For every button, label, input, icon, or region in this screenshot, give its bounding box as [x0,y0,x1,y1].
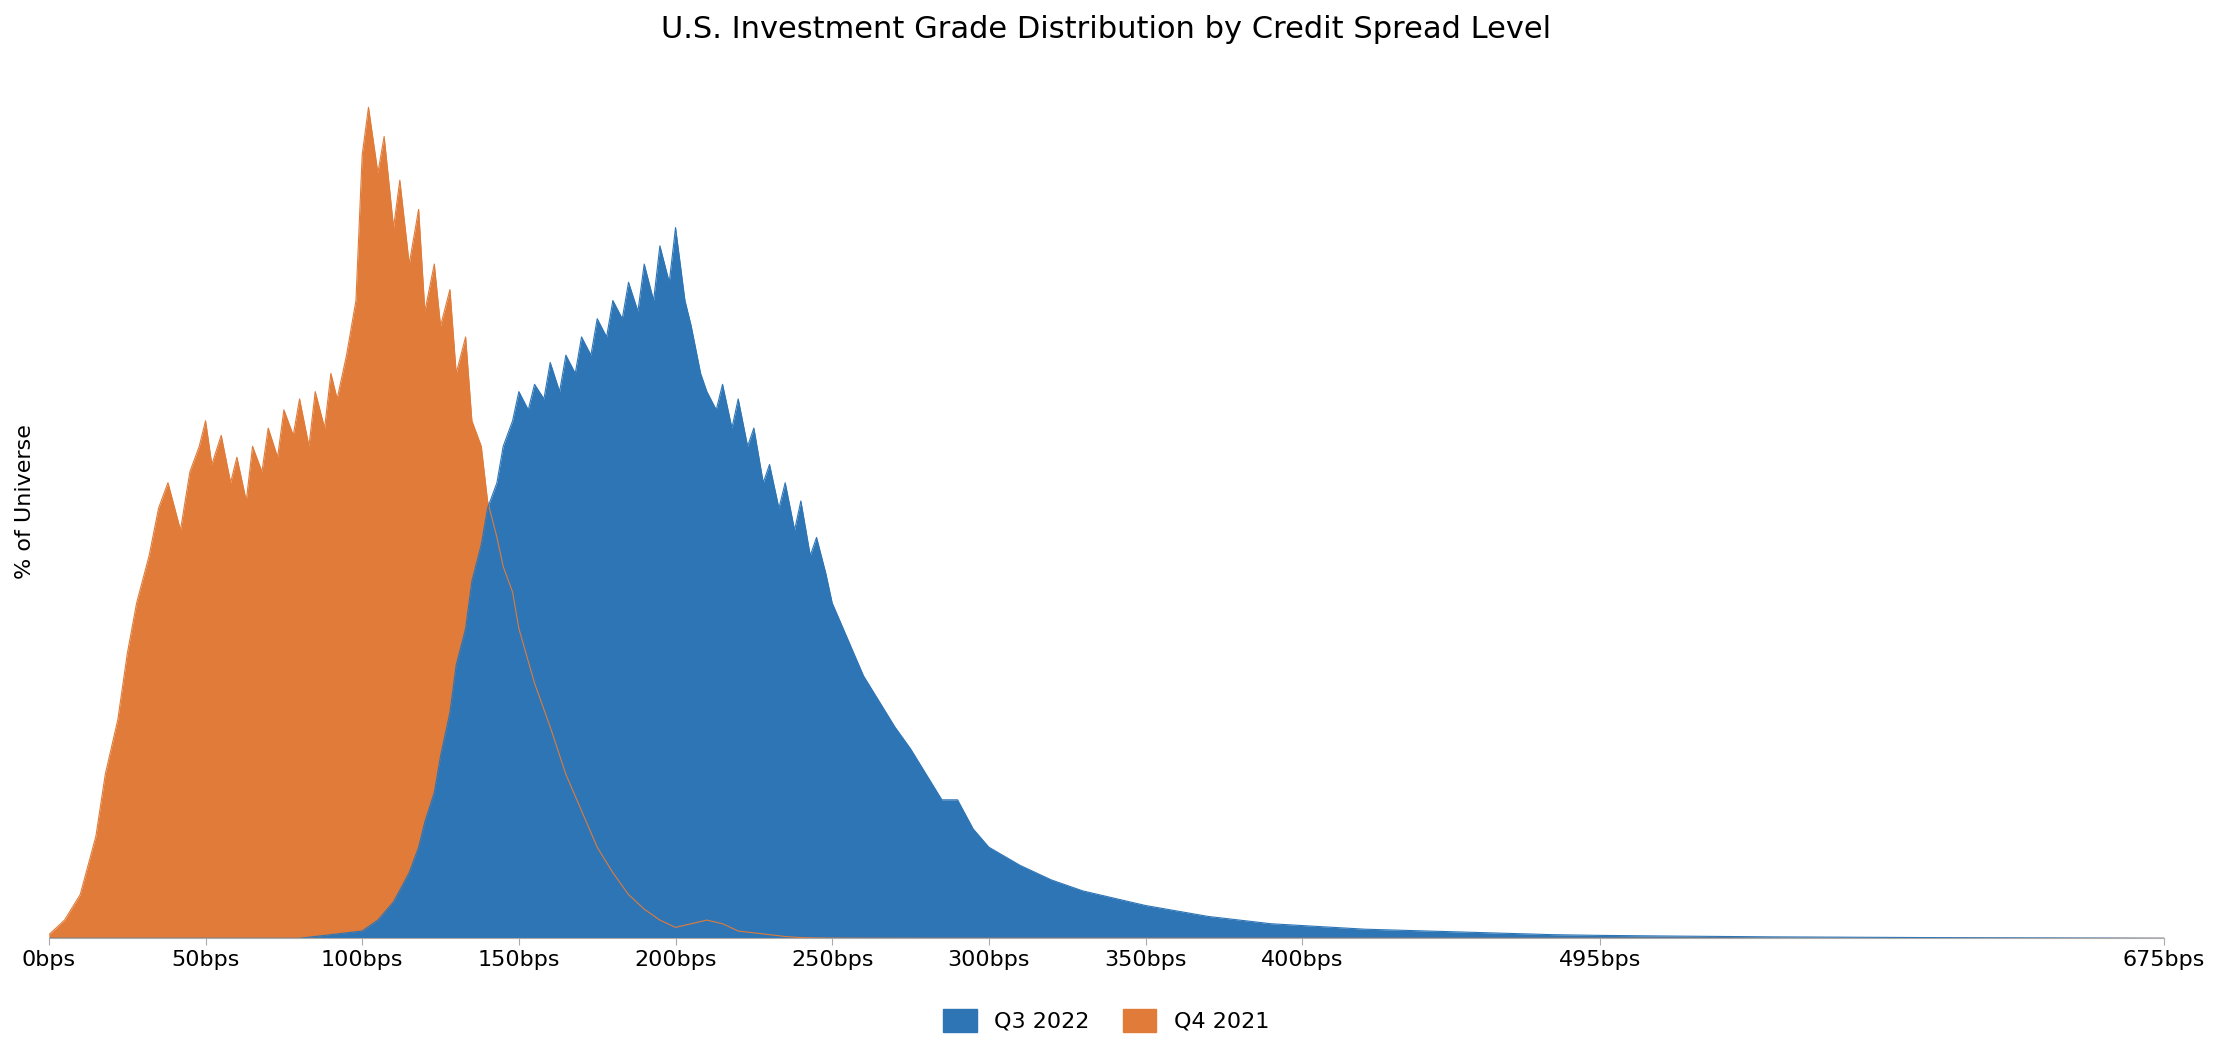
Legend: Q3 2022, Q4 2021: Q3 2022, Q4 2021 [935,1000,1279,1041]
Title: U.S. Investment Grade Distribution by Credit Spread Level: U.S. Investment Grade Distribution by Cr… [662,15,1552,44]
Y-axis label: % of Universe: % of Universe [16,425,36,579]
